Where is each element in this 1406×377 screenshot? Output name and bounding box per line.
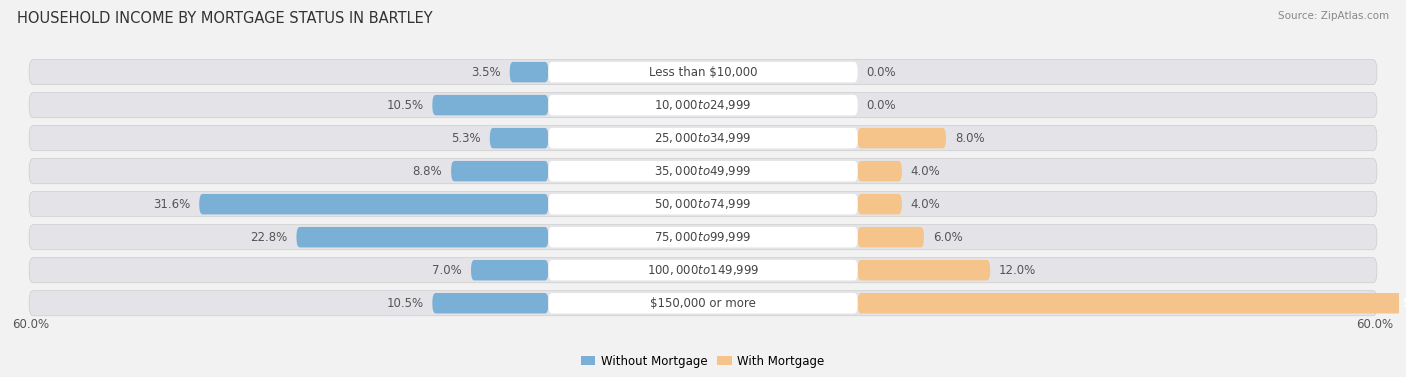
FancyBboxPatch shape	[433, 95, 548, 115]
FancyBboxPatch shape	[471, 260, 548, 280]
FancyBboxPatch shape	[30, 257, 1376, 283]
Text: 10.5%: 10.5%	[387, 297, 423, 310]
FancyBboxPatch shape	[297, 227, 548, 247]
Text: 3.5%: 3.5%	[471, 66, 501, 79]
FancyBboxPatch shape	[30, 159, 1376, 184]
Text: 4.0%: 4.0%	[911, 165, 941, 178]
Text: 8.8%: 8.8%	[413, 165, 443, 178]
FancyBboxPatch shape	[858, 194, 901, 215]
FancyBboxPatch shape	[510, 62, 548, 82]
Text: 60.0%: 60.0%	[13, 318, 49, 331]
FancyBboxPatch shape	[548, 128, 858, 149]
FancyBboxPatch shape	[858, 260, 990, 280]
FancyBboxPatch shape	[548, 62, 858, 82]
Text: $50,000 to $74,999: $50,000 to $74,999	[654, 197, 752, 211]
FancyBboxPatch shape	[30, 126, 1376, 151]
FancyBboxPatch shape	[858, 128, 946, 149]
Text: HOUSEHOLD INCOME BY MORTGAGE STATUS IN BARTLEY: HOUSEHOLD INCOME BY MORTGAGE STATUS IN B…	[17, 11, 433, 26]
FancyBboxPatch shape	[433, 293, 548, 313]
FancyBboxPatch shape	[30, 93, 1376, 118]
Text: $25,000 to $34,999: $25,000 to $34,999	[654, 131, 752, 145]
Text: 0.0%: 0.0%	[866, 66, 896, 79]
Legend: Without Mortgage, With Mortgage: Without Mortgage, With Mortgage	[576, 350, 830, 372]
FancyBboxPatch shape	[858, 293, 1406, 313]
FancyBboxPatch shape	[858, 161, 901, 181]
Text: 31.6%: 31.6%	[153, 198, 190, 211]
FancyBboxPatch shape	[548, 227, 858, 247]
FancyBboxPatch shape	[548, 161, 858, 181]
FancyBboxPatch shape	[30, 192, 1376, 217]
Text: $75,000 to $99,999: $75,000 to $99,999	[654, 230, 752, 244]
Text: $150,000 or more: $150,000 or more	[650, 297, 756, 310]
Text: $10,000 to $24,999: $10,000 to $24,999	[654, 98, 752, 112]
FancyBboxPatch shape	[489, 128, 548, 149]
Text: 8.0%: 8.0%	[955, 132, 984, 145]
Text: $100,000 to $149,999: $100,000 to $149,999	[647, 263, 759, 277]
Text: 12.0%: 12.0%	[1000, 264, 1036, 277]
FancyBboxPatch shape	[548, 260, 858, 280]
Text: $35,000 to $49,999: $35,000 to $49,999	[654, 164, 752, 178]
Text: 7.0%: 7.0%	[433, 264, 463, 277]
Text: 5.3%: 5.3%	[451, 132, 481, 145]
Text: 22.8%: 22.8%	[250, 231, 288, 244]
Text: 10.5%: 10.5%	[387, 99, 423, 112]
Text: 4.0%: 4.0%	[911, 198, 941, 211]
Text: 6.0%: 6.0%	[932, 231, 963, 244]
FancyBboxPatch shape	[30, 291, 1376, 316]
FancyBboxPatch shape	[548, 95, 858, 115]
FancyBboxPatch shape	[30, 60, 1376, 85]
FancyBboxPatch shape	[200, 194, 548, 215]
Text: 0.0%: 0.0%	[866, 99, 896, 112]
FancyBboxPatch shape	[548, 194, 858, 215]
FancyBboxPatch shape	[548, 293, 858, 313]
FancyBboxPatch shape	[451, 161, 548, 181]
FancyBboxPatch shape	[30, 225, 1376, 250]
Text: 54.0%: 54.0%	[1402, 297, 1406, 310]
FancyBboxPatch shape	[858, 227, 924, 247]
Text: Less than $10,000: Less than $10,000	[648, 66, 758, 79]
Text: 60.0%: 60.0%	[1357, 318, 1393, 331]
Text: Source: ZipAtlas.com: Source: ZipAtlas.com	[1278, 11, 1389, 21]
